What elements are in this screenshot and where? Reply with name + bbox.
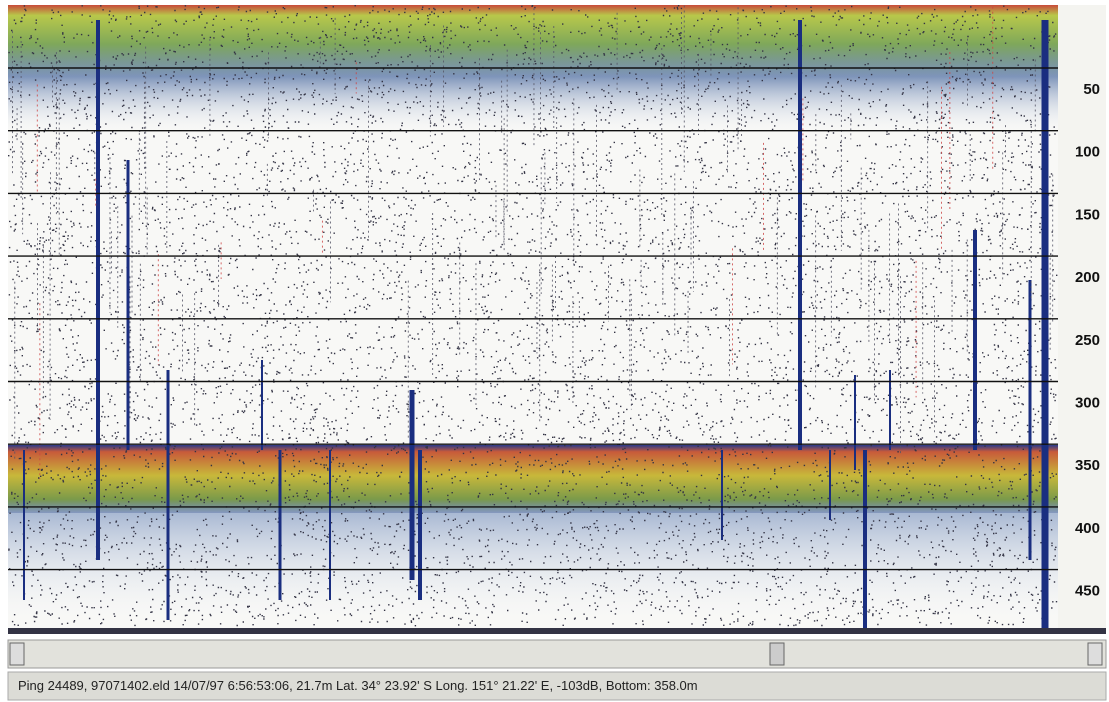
depth-label: 350 [1075,457,1100,474]
status-text: Ping 24489, 97071402.eld 14/07/97 6:56:5… [18,678,698,693]
depth-label: 250 [1075,332,1100,349]
scroll-right-button[interactable] [1088,643,1102,665]
seabed-tail [8,513,1058,628]
depth-label: 100 [1075,144,1100,161]
seabed-layer [8,445,1058,513]
scroll-thumb[interactable] [770,643,784,665]
depth-label: 400 [1075,520,1100,537]
surface-layer [8,5,1058,135]
scroll-left-button[interactable] [10,643,24,665]
echogram-window: 50 100 150 200 250 300 350 400 450 Ping 24489, 9… [0,0,1109,702]
echogram: 50 100 150 200 250 300 350 400 450 Ping 24489, 9… [0,0,1109,702]
horizontal-scrollbar[interactable] [8,640,1106,668]
frame-edge [8,628,1106,634]
depth-labels: 50 100 150 200 250 300 350 400 450 [1075,81,1100,600]
depth-label: 300 [1075,395,1100,412]
depth-label: 200 [1075,269,1100,286]
depth-label: 50 [1083,81,1100,98]
depth-label: 150 [1075,206,1100,223]
depth-label: 450 [1075,583,1100,600]
